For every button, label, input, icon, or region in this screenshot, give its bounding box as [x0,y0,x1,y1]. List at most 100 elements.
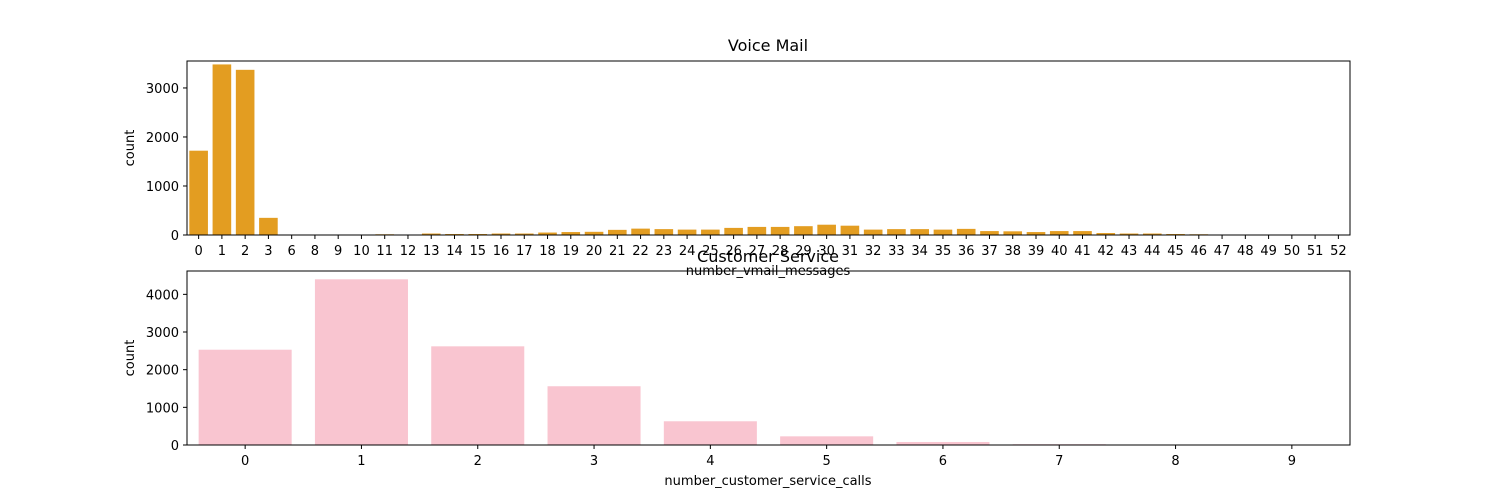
voice-mail-bar-28 [771,227,790,235]
voice-mail-y-ticks: 0 1000 2000 3000 [146,82,187,244]
voice-mail-x-tick-label: 42 [1097,244,1114,259]
customer-service-x-tick-label: 9 [1288,454,1296,469]
voice-mail-x-tick-label: 21 [609,244,626,259]
voice-mail-bar-37 [980,231,999,235]
voice-mail-bar-30 [817,225,836,235]
voice-mail-x-tick-label: 14 [446,244,463,259]
customer-service-x-tick-label: 4 [706,454,714,469]
voice-mail-y-tick-label: 3000 [146,82,179,97]
customer-service-x-tick-label: 2 [474,454,482,469]
voice-mail-bar-24 [678,230,697,235]
customer-service-bar-4 [664,421,757,445]
voice-mail-bar-35 [934,230,953,235]
voice-mail-bar-26 [724,228,743,235]
voice-mail-x-tick-label: 50 [1284,244,1301,259]
voice-mail-x-tick-label: 0 [194,244,202,259]
voice-mail-axes-frame [187,61,1350,235]
voice-mail-bar-32 [864,230,883,235]
voice-mail-x-tick-label: 49 [1260,244,1277,259]
voice-mail-x-tick-label: 44 [1144,244,1161,259]
voice-mail-bar-38 [1003,231,1022,235]
customer-service-bar-2 [431,346,524,445]
customer-service-x-tick-label: 7 [1055,454,1063,469]
customer-service-x-tick-label: 1 [357,454,365,469]
voice-mail-x-tick-label: 22 [632,244,649,259]
customer-service-bars [199,279,1339,445]
customer-service-y-label: count [123,340,138,377]
voice-mail-x-tick-label: 46 [1191,244,1208,259]
customer-service-x-tick-label: 0 [241,454,249,469]
voice-mail-x-tick-label: 40 [1051,244,1068,259]
customer-service-x-tick-label: 8 [1171,454,1179,469]
voice-mail-x-tick-label: 1 [218,244,226,259]
voice-mail-bar-0 [189,151,208,235]
voice-mail-bar-22 [631,229,650,235]
voice-mail-bar-3 [259,218,278,235]
voice-mail-x-tick-label: 35 [935,244,952,259]
voice-mail-x-tick-label: 24 [679,244,696,259]
voice-mail-x-tick-label: 51 [1307,244,1324,259]
voice-mail-x-tick-label: 19 [563,244,580,259]
voice-mail-bars [189,64,1347,235]
voice-mail-x-tick-label: 33 [888,244,905,259]
voice-mail-y-tick-label: 0 [171,229,179,244]
voice-mail-x-tick-label: 2 [241,244,249,259]
voice-mail-x-tick-label: 36 [958,244,975,259]
customer-service-bar-1 [315,279,408,445]
voice-mail-x-tick-label: 45 [1167,244,1184,259]
voice-mail-x-tick-label: 10 [353,244,370,259]
voice-mail-x-tick-label: 13 [423,244,440,259]
customer-service-y-tick-label: 2000 [146,364,179,379]
voice-mail-x-tick-label: 11 [376,244,393,259]
voice-mail-x-tick-label: 52 [1330,244,1347,259]
voice-mail-bar-34 [910,229,929,235]
voice-mail-x-tick-label: 47 [1214,244,1231,259]
voice-mail-x-tick-label: 15 [469,244,486,259]
voice-mail-x-tick-label: 6 [288,244,296,259]
voice-mail-x-tick-label: 31 [842,244,859,259]
voice-mail-bar-36 [957,229,976,235]
customer-service-y-tick-label: 4000 [146,288,179,303]
voice-mail-x-tick-label: 9 [334,244,342,259]
voice-mail-bar-2 [236,70,255,235]
customer-service-y-tick-label: 3000 [146,326,179,341]
voice-mail-bar-23 [655,229,674,235]
customer-service-bar-0 [199,350,292,445]
voice-mail-x-tick-label: 37 [981,244,998,259]
voice-mail-x-tick-label: 34 [911,244,928,259]
customer-service-title: Customer Service [697,247,839,266]
voice-mail-x-tick-label: 32 [865,244,882,259]
voice-mail-bar-41 [1073,231,1092,235]
customer-service-x-tick-label: 6 [939,454,947,469]
voice-mail-bar-1 [213,64,232,235]
voice-mail-x-tick-label: 3 [264,244,272,259]
customer-service-x-tick-label: 3 [590,454,598,469]
voice-mail-x-tick-label: 16 [493,244,510,259]
voice-mail-x-tick-label: 8 [311,244,319,259]
voice-mail-x-tick-label: 18 [539,244,556,259]
voice-mail-x-tick-label: 20 [586,244,603,259]
customer-service-bar-3 [548,386,641,445]
voice-mail-x-tick-label: 48 [1237,244,1254,259]
voice-mail-x-tick-label: 41 [1074,244,1091,259]
voice-mail-bar-25 [701,230,720,235]
voice-mail-bar-31 [841,226,860,235]
customer-service-bar-5 [780,436,873,445]
voice-mail-bar-27 [748,227,767,235]
voice-mail-bar-33 [887,229,906,235]
voice-mail-x-tick-label: 39 [1028,244,1045,259]
voice-mail-x-tick-label: 12 [400,244,417,259]
voice-mail-x-tick-label: 38 [1004,244,1021,259]
voice-mail-x-tick-label: 43 [1121,244,1138,259]
voice-mail-y-tick-label: 2000 [146,131,179,146]
customer-service-x-label: number_customer_service_calls [664,474,871,489]
customer-service-y-tick-label: 0 [171,439,179,454]
voice-mail-bar-29 [794,226,813,235]
voice-mail-bar-40 [1050,231,1069,235]
voice-mail-y-tick-label: 1000 [146,180,179,195]
